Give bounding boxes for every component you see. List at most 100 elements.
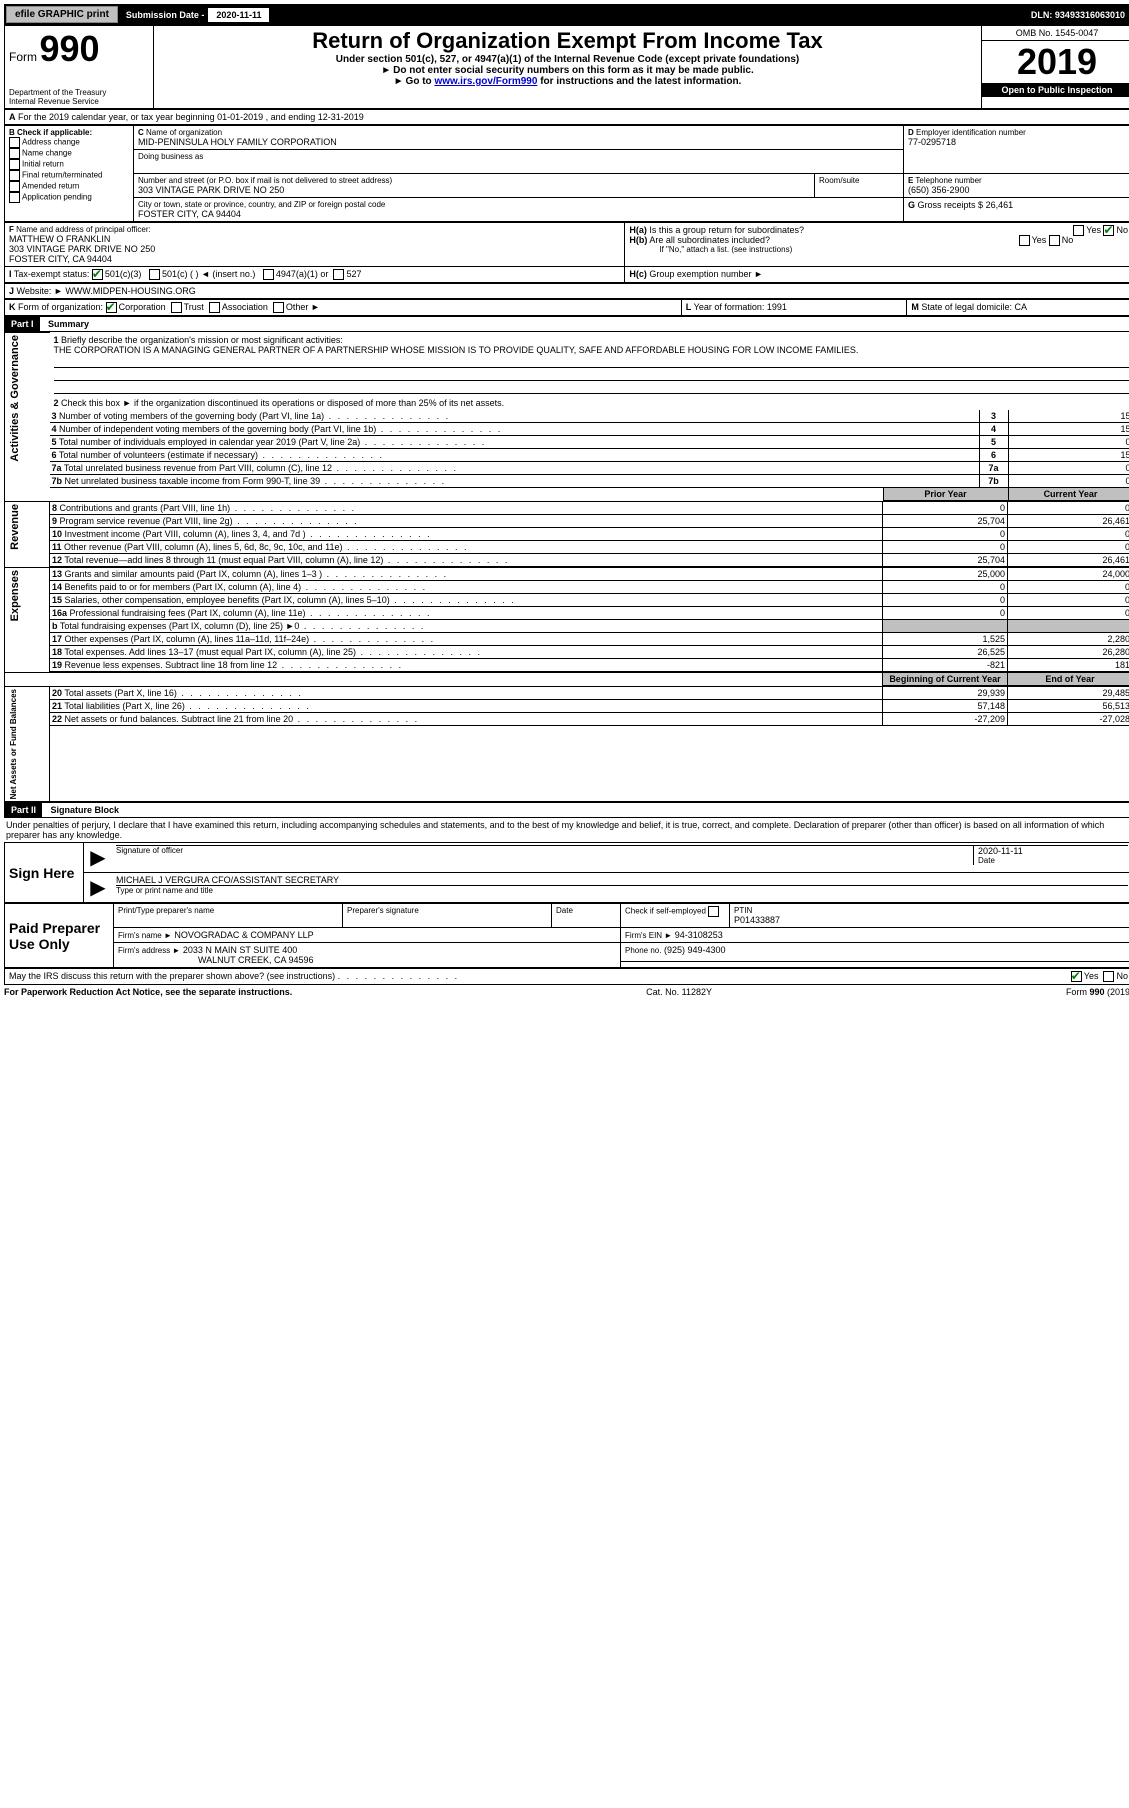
irs-link[interactable]: www.irs.gov/Form990 xyxy=(434,76,537,87)
cb-discuss-yes[interactable] xyxy=(1071,971,1082,982)
website-label: Website: ► xyxy=(17,286,63,296)
form-subtitle-3: Go to www.irs.gov/Form990 for instructio… xyxy=(158,76,977,87)
form-subtitle-1: Under section 501(c), 527, or 4947(a)(1)… xyxy=(158,54,977,65)
ptin-label: PTIN xyxy=(734,906,1128,915)
line-a: A For the 2019 calendar year, or tax yea… xyxy=(5,110,1129,125)
form-header: Form 990 Department of the Treasury Inte… xyxy=(4,25,1129,109)
side-activities: Activities & Governance xyxy=(9,335,21,462)
cb-501c3[interactable] xyxy=(92,269,103,280)
state-domicile-label: State of legal domicile: xyxy=(921,302,1012,312)
firm-name-label: Firm's name ► xyxy=(118,931,172,940)
cb-other[interactable] xyxy=(273,302,284,313)
governance-table: 3 Number of voting members of the govern… xyxy=(50,410,1129,488)
col-prior: Prior Year xyxy=(883,488,1008,501)
part2-title: Signature Block xyxy=(51,805,120,815)
perjury-declaration: Under penalties of perjury, I declare th… xyxy=(4,818,1129,842)
dept-treasury: Department of the Treasury xyxy=(9,88,149,97)
state-domicile: CA xyxy=(1014,302,1027,312)
part1-title: Summary xyxy=(48,319,89,329)
form-word: Form xyxy=(9,50,37,64)
cb-amended-return[interactable] xyxy=(9,181,20,192)
cb-initial-return[interactable] xyxy=(9,159,20,170)
form-title: Return of Organization Exempt From Incom… xyxy=(158,28,977,54)
sig-date-label: Date xyxy=(978,856,1128,865)
cb-hb-no[interactable] xyxy=(1049,235,1060,246)
q1-label: Briefly describe the organization's miss… xyxy=(61,335,343,345)
firm-phone: (925) 949-4300 xyxy=(664,945,726,955)
col-boy: Beginning of Current Year xyxy=(883,673,1008,686)
h-a: H(a) Is this a group return for subordin… xyxy=(629,225,1128,235)
cb-address-change[interactable] xyxy=(9,137,20,148)
q1-value: THE CORPORATION IS A MANAGING GENERAL PA… xyxy=(54,345,859,355)
submission-date: 2020-11-11 xyxy=(208,8,269,22)
sign-arrow-icon: ▶ xyxy=(84,843,113,873)
h-c: H(c) Group exemption number ► xyxy=(625,267,1129,283)
part2-bar: Part II xyxy=(5,803,42,817)
year-formation-label: Year of formation: xyxy=(694,302,765,312)
pp-sig-label: Preparer's signature xyxy=(347,906,547,915)
cb-discuss-no[interactable] xyxy=(1103,971,1114,982)
side-netassets: Net Assets or Fund Balances xyxy=(9,689,18,799)
page-footer: For Paperwork Reduction Act Notice, see … xyxy=(4,987,1129,997)
room-label: Room/suite xyxy=(819,176,899,185)
addr-label: Number and street (or P.O. box if mail i… xyxy=(138,176,810,185)
sig-officer-label: Signature of officer xyxy=(116,846,183,865)
pp-date-label: Date xyxy=(556,906,616,915)
box-b-label: B Check if applicable: xyxy=(9,128,129,137)
omb-number: OMB No. 1545-0047 xyxy=(982,26,1129,41)
open-inspection: Open to Public Inspection xyxy=(982,83,1129,97)
city-label: City or town, state or province, country… xyxy=(138,200,899,209)
cb-name-change[interactable] xyxy=(9,148,20,159)
cb-501c[interactable] xyxy=(149,269,160,280)
officer-name: MATTHEW O FRANKLIN xyxy=(9,234,620,244)
netassets-table: 20 Total assets (Part X, line 16)29,9392… xyxy=(50,687,1129,726)
officer-printed-label: Type or print name and title xyxy=(116,885,1128,895)
form-number: 990 xyxy=(40,28,100,69)
col-eoy: End of Year xyxy=(1008,673,1129,686)
cb-4947[interactable] xyxy=(263,269,274,280)
pp-name-label: Print/Type preparer's name xyxy=(118,906,338,915)
tax-year: 2019 xyxy=(982,41,1129,83)
org-city: FOSTER CITY, CA 94404 xyxy=(138,209,899,219)
side-expenses: Expenses xyxy=(9,570,21,621)
cb-final-return[interactable] xyxy=(9,170,20,181)
col-current: Current Year xyxy=(1008,488,1129,501)
officer-city: FOSTER CITY, CA 94404 xyxy=(9,254,620,264)
cb-assoc[interactable] xyxy=(209,302,220,313)
org-name: MID-PENINSULA HOLY FAMILY CORPORATION xyxy=(138,137,899,147)
firm-name: NOVOGRADAC & COMPANY LLP xyxy=(174,930,313,940)
firm-ein-label: Firm's EIN ► xyxy=(625,931,672,940)
side-revenue: Revenue xyxy=(9,504,21,550)
discuss-question: May the IRS discuss this return with the… xyxy=(9,971,335,981)
efile-print-button[interactable]: efile GRAPHIC print xyxy=(6,6,118,23)
box-c-label: C Name of organization xyxy=(138,128,899,137)
officer-addr: 303 VINTAGE PARK DRIVE NO 250 xyxy=(9,244,620,254)
cb-hb-yes[interactable] xyxy=(1019,235,1030,246)
footer-mid: Cat. No. 11282Y xyxy=(646,987,712,997)
sign-here-label: Sign Here xyxy=(5,843,84,903)
tax-exempt-label: Tax-exempt status: xyxy=(14,269,90,279)
dln: DLN: 93493316063010 xyxy=(1031,10,1129,20)
org-address: 303 VINTAGE PARK DRIVE NO 250 xyxy=(138,185,810,195)
cb-trust[interactable] xyxy=(171,302,182,313)
q2-label: Check this box ► if the organization dis… xyxy=(61,398,504,408)
cb-corp[interactable] xyxy=(106,302,117,313)
cb-ha-yes[interactable] xyxy=(1073,225,1084,236)
officer-printed-name: MICHAEL J VERGURA CFO/ASSISTANT SECRETAR… xyxy=(116,875,1128,885)
footer-left: For Paperwork Reduction Act Notice, see … xyxy=(4,987,292,997)
ein-value: 77-0295718 xyxy=(908,137,1128,147)
dba-label: Doing business as xyxy=(138,152,899,161)
sign-arrow-icon-2: ▶ xyxy=(84,873,113,903)
website-link[interactable]: WWW.MIDPEN-HOUSING.ORG xyxy=(65,286,196,296)
cb-ha-no[interactable] xyxy=(1103,225,1114,236)
ptin-value: P01433887 xyxy=(734,915,1128,925)
gross-receipts: G Gross receipts $ 26,461 xyxy=(908,200,1128,210)
revenue-table: 8 Contributions and grants (Part VIII, l… xyxy=(50,502,1129,567)
form-org-label: Form of organization: xyxy=(18,302,103,312)
telephone: (650) 356-2900 xyxy=(908,185,1128,195)
cb-527[interactable] xyxy=(333,269,344,280)
expenses-table: 13 Grants and similar amounts paid (Part… xyxy=(50,568,1129,672)
cb-application-pending[interactable] xyxy=(9,192,20,203)
cb-self-employed[interactable] xyxy=(708,906,719,917)
part1-bar: Part I xyxy=(5,317,40,331)
